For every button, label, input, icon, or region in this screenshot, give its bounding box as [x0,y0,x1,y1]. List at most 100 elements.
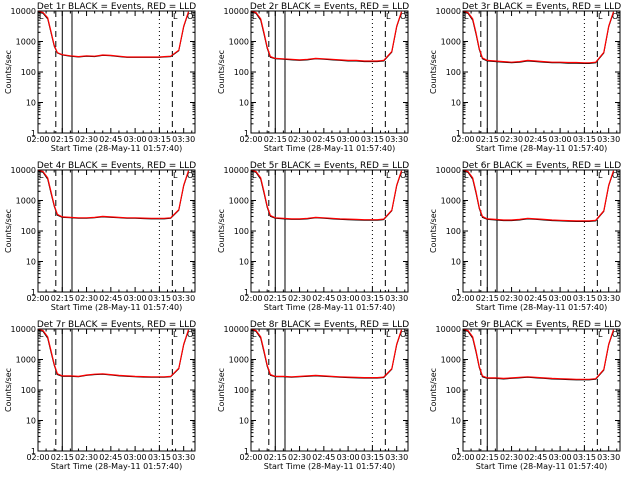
corner-glyph: L [464,330,469,339]
x-axis-label: Start Time (28-May-11 01:57:40) [476,303,607,312]
corner-glyph: L [39,171,44,180]
x-tick-label: 02:30 [75,294,98,303]
lld-series-line [463,11,615,64]
x-tick-label: 03:00 [124,453,147,462]
x-tick-label: 02:45 [524,294,547,303]
y-tick-label: 1000 [229,197,249,206]
x-axis-label: Start Time (28-May-11 01:57:40) [476,144,607,153]
y-axis-label: Counts/sec [4,209,13,253]
lld-series-line [38,11,190,58]
corner-glyph: O [187,330,193,339]
corner-glyph: L [386,330,391,339]
corner-glyph: L [252,12,257,21]
y-tick-label: 1000 [441,356,461,365]
x-tick-label: 03:00 [549,294,572,303]
y-tick-label: 1 [31,447,36,456]
x-tick-label: 02:00 [26,453,49,462]
x-tick-label: 02:00 [451,294,474,303]
x-tick-label: 03:00 [124,135,147,144]
x-tick-label: 02:45 [99,294,122,303]
x-tick-label: 02:00 [239,294,262,303]
y-tick-label: 100 [446,227,461,236]
y-tick-label: 1 [456,447,461,456]
plot-frame [462,10,621,134]
corner-glyph: L [464,12,469,21]
x-tick-label: 03:15 [573,453,596,462]
lld-series-line [251,11,403,62]
corner-glyph: O [187,171,193,180]
x-tick-label: 02:45 [99,453,122,462]
y-tick-label: 10 [239,99,249,108]
y-tick-label: 10 [26,417,36,426]
panel-title: Det 7r BLACK = Events, RED = LLD [37,320,196,330]
panel-title: Det 9r BLACK = Events, RED = LLD [462,320,621,330]
y-tick-label: 10000 [11,325,36,334]
y-axis-label: Counts/sec [4,50,13,94]
y-tick-label: 10 [451,417,461,426]
x-axis-label: Start Time (28-May-11 01:57:40) [51,144,182,153]
x-tick-label: 02:45 [312,453,335,462]
x-tick-label: 02:15 [51,135,74,144]
x-axis-label: Start Time (28-May-11 01:57:40) [264,462,395,471]
lld-series-line [251,170,403,221]
x-tick-label: 03:00 [337,294,360,303]
x-tick-label: 03:15 [573,135,596,144]
corner-glyph: L [39,330,44,339]
x-tick-label: 03:30 [172,453,195,462]
y-tick-label: 10000 [436,166,461,175]
x-tick-label: 02:15 [51,294,74,303]
y-tick-label: 100 [446,386,461,395]
events-series-line [463,11,614,64]
y-tick-label: 1000 [16,356,36,365]
x-tick-label: 02:30 [500,453,523,462]
plot-frame [250,328,409,452]
y-axis-label: Counts/sec [429,209,438,253]
x-tick-label: 03:30 [385,294,408,303]
x-tick-label: 03:15 [361,453,384,462]
y-tick-label: 10000 [11,166,36,175]
events-series-line [463,329,614,381]
corner-glyph: O [612,171,618,180]
plot-frame [250,10,409,134]
corner-glyph: L [598,330,603,339]
x-tick-label: 03:30 [597,294,620,303]
corner-glyph: L [252,330,257,339]
corner-glyph: L [598,12,603,21]
x-tick-label: 02:00 [26,135,49,144]
y-tick-label: 10000 [224,7,249,16]
y-tick-label: 1 [31,288,36,297]
x-tick-label: 02:30 [288,453,311,462]
x-tick-label: 03:15 [148,294,171,303]
y-tick-label: 10 [26,99,36,108]
corner-glyph: O [612,12,618,21]
x-tick-label: 03:15 [361,135,384,144]
plot-frame [462,328,621,452]
x-tick-label: 03:30 [172,135,195,144]
corner-glyph: L [173,330,178,339]
corner-glyph: O [400,12,406,21]
corner-glyph: O [612,330,618,339]
x-tick-label: 02:15 [264,294,287,303]
y-tick-label: 10 [239,417,249,426]
y-tick-label: 1000 [16,38,36,47]
y-tick-label: 100 [234,68,249,77]
x-axis-label: Start Time (28-May-11 01:57:40) [264,303,395,312]
events-series-line [38,170,189,220]
lld-series-line [251,329,403,379]
y-axis-label: Counts/sec [429,368,438,412]
x-tick-label: 03:00 [337,135,360,144]
y-axis-label: Counts/sec [217,50,226,94]
x-tick-label: 03:15 [148,135,171,144]
events-series-line [38,329,189,378]
corner-glyph: L [598,171,603,180]
y-tick-label: 1 [456,288,461,297]
x-tick-label: 02:30 [75,453,98,462]
x-tick-label: 02:00 [239,135,262,144]
y-tick-label: 10 [26,258,36,267]
x-tick-label: 02:45 [524,135,547,144]
